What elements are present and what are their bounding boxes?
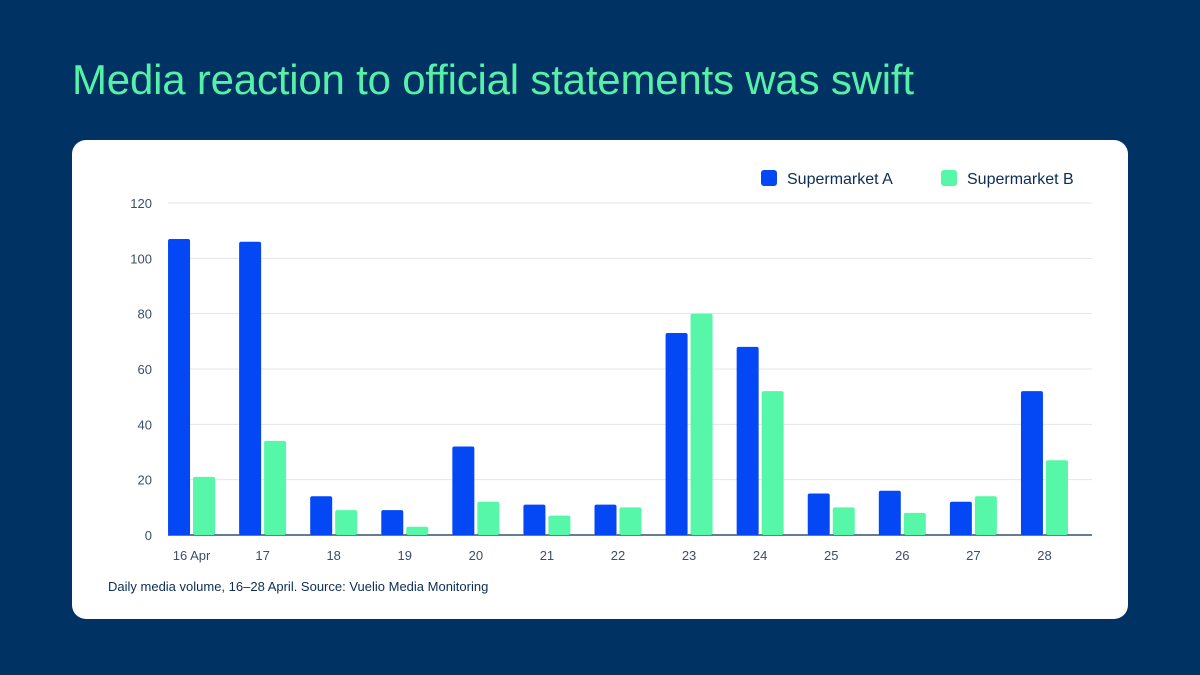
bar-series-a	[665, 333, 688, 535]
legend: Supermarket A Supermarket B	[761, 170, 1074, 188]
x-tick-label: 24	[753, 548, 767, 563]
bar-series-b	[406, 526, 429, 535]
bar-series-b	[903, 512, 926, 535]
bar-series-a	[949, 501, 972, 535]
chart-caption: Daily media volume, 16–28 April. Source:…	[108, 579, 489, 594]
page-title: Media reaction to official statements wa…	[72, 56, 914, 103]
bar-series-a	[807, 493, 830, 535]
x-tick-label: 17	[255, 548, 269, 563]
legend-label-series-a: Supermarket A	[787, 171, 893, 188]
y-tick-label: 120	[130, 196, 152, 211]
bar-series-b	[477, 501, 500, 535]
bar-series-b	[1045, 460, 1068, 535]
x-axis-ticks: 16 Apr 17 18 19 20 21 22 23 24 25 26 27 28	[173, 548, 1052, 563]
x-tick-label: 28	[1037, 548, 1051, 563]
bar-series-a	[381, 510, 404, 535]
bar-series-a	[594, 504, 617, 535]
bar-series-b	[690, 313, 713, 535]
chart-card: 0 20 40 60 80 100 120 16 Apr 17 18 19 20 21 22 23 24 25…	[72, 140, 1128, 619]
gridlines	[168, 202, 1092, 536]
x-tick-label: 22	[611, 548, 625, 563]
bar-series-a	[239, 241, 262, 535]
bar-chart: 0 20 40 60 80 100 120 16 Apr 17 18 19 20 21 22 23 24 25…	[130, 170, 1092, 563]
x-tick-label: 27	[966, 548, 980, 563]
x-tick-label: 20	[469, 548, 483, 563]
bar-series-b	[335, 510, 358, 535]
bar-series-a	[1020, 391, 1043, 535]
y-tick-label: 60	[138, 362, 152, 377]
x-tick-label: 16 Apr	[173, 548, 211, 563]
x-tick-label: 21	[540, 548, 554, 563]
legend-swatch-series-b	[941, 170, 957, 186]
x-tick-label: 19	[398, 548, 412, 563]
y-axis-ticks: 0 20 40 60 80 100 120	[130, 196, 152, 543]
x-tick-label: 23	[682, 548, 696, 563]
y-tick-label: 80	[138, 307, 152, 322]
x-tick-label: 26	[895, 548, 909, 563]
bar-series-b	[832, 507, 855, 535]
legend-swatch-series-a	[761, 170, 777, 186]
bar-series-a	[736, 346, 759, 535]
bar-series-b	[619, 507, 642, 535]
bar-series-a	[168, 238, 191, 535]
bars	[168, 238, 1068, 535]
x-tick-label: 18	[326, 548, 340, 563]
bar-series-b	[761, 391, 784, 535]
y-tick-label: 20	[138, 473, 152, 488]
legend-label-series-b: Supermarket B	[967, 171, 1074, 188]
bar-series-b	[264, 440, 287, 535]
bar-series-a	[310, 496, 333, 535]
bar-series-b	[974, 496, 997, 535]
y-tick-label: 100	[130, 251, 152, 266]
bar-series-b	[548, 515, 571, 535]
y-tick-label: 0	[145, 528, 152, 543]
y-tick-label: 40	[138, 417, 152, 432]
bar-series-a	[452, 446, 475, 535]
bar-series-a	[523, 504, 546, 535]
bar-series-b	[193, 476, 216, 535]
bar-series-a	[878, 490, 901, 535]
x-tick-label: 25	[824, 548, 838, 563]
